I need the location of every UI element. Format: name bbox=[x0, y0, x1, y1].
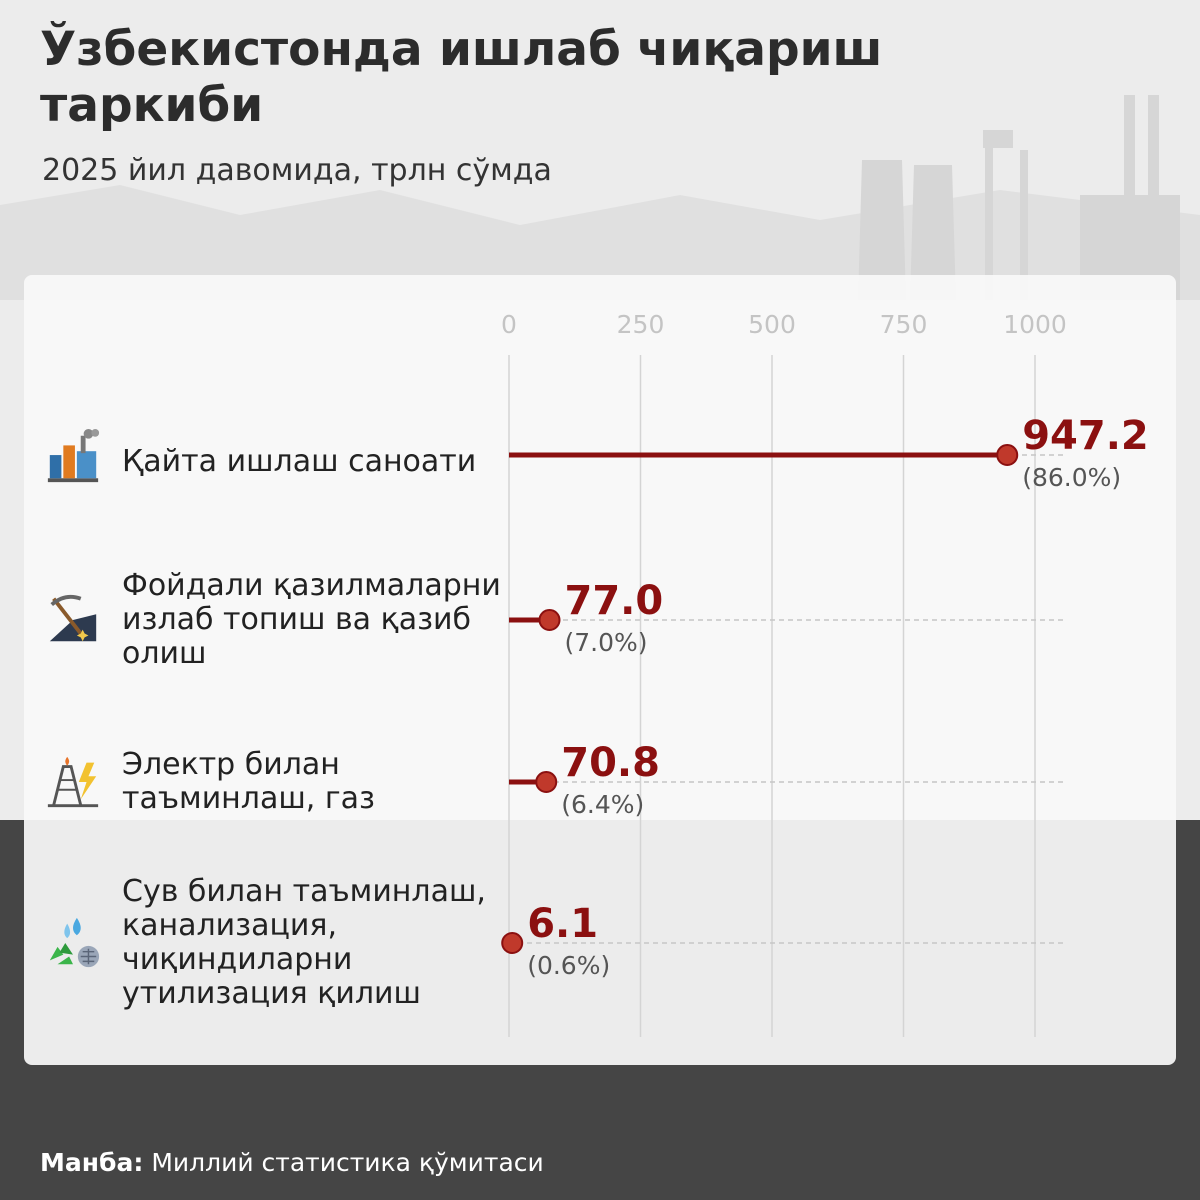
x-tick-label: 0 bbox=[501, 310, 517, 339]
data-label-value: 947.2 bbox=[1022, 413, 1149, 459]
category-label-manufacturing: Қайта ишлаш саноати bbox=[122, 444, 477, 479]
data-label-percent: (7.0%) bbox=[565, 628, 648, 657]
data-label-percent: (0.6%) bbox=[527, 951, 610, 980]
bar-end-dot bbox=[501, 932, 524, 954]
page-title: Ўзбекистонда ишлаб чиқариш таркиби bbox=[40, 22, 883, 133]
data-label-percent: (86.0%) bbox=[1022, 463, 1121, 492]
x-axis-ticks: 0 250 500 750 1000 bbox=[501, 310, 1067, 339]
factory-icon bbox=[47, 428, 100, 483]
x-tick-label: 250 bbox=[617, 310, 665, 339]
chart-plot: 0 250 500 750 1000 947.2 (86.0%) 77.0 (7.0%) 70.… bbox=[501, 310, 1149, 1037]
data-label-value: 77.0 bbox=[565, 578, 664, 624]
x-tick-label: 1000 bbox=[1003, 310, 1067, 339]
category-label-mining: Фойдали қазилмаларни излаб топиш ва қази… bbox=[122, 568, 501, 671]
data-label-percent: (6.4%) bbox=[561, 790, 644, 819]
data-label-value: 6.1 bbox=[527, 901, 598, 947]
source-label: Манба: bbox=[40, 1148, 144, 1177]
power-gas-icon bbox=[47, 756, 99, 808]
category-label-water-waste: Сув билан таъминлаш, канализация, чиқинд… bbox=[122, 874, 486, 1011]
source-text: Миллий статистика қўмитаси bbox=[151, 1148, 544, 1177]
chart-grid bbox=[508, 355, 1036, 1037]
chart-marks: 947.2 (86.0%) 77.0 (7.0%) 70.8 (6.4%) 6.1 (0.6%… bbox=[501, 413, 1149, 980]
category-label-electricity-gas: Электр билан таъминлаш, газ bbox=[122, 747, 375, 816]
x-tick-label: 500 bbox=[748, 310, 796, 339]
chart-card bbox=[24, 275, 1176, 1065]
bar-end-dot bbox=[996, 444, 1019, 466]
bar-end-dot bbox=[538, 609, 561, 631]
water-recycling-icon bbox=[49, 917, 100, 968]
bar-end-dot bbox=[535, 771, 558, 793]
source-note: Манба: Миллий статистика қўмитаси bbox=[40, 1148, 544, 1177]
data-label-value: 70.8 bbox=[561, 740, 660, 786]
x-tick-label: 750 bbox=[880, 310, 928, 339]
mining-icon bbox=[49, 594, 97, 642]
page-subtitle: 2025 йил давомида, трлн сўмда bbox=[42, 153, 552, 188]
